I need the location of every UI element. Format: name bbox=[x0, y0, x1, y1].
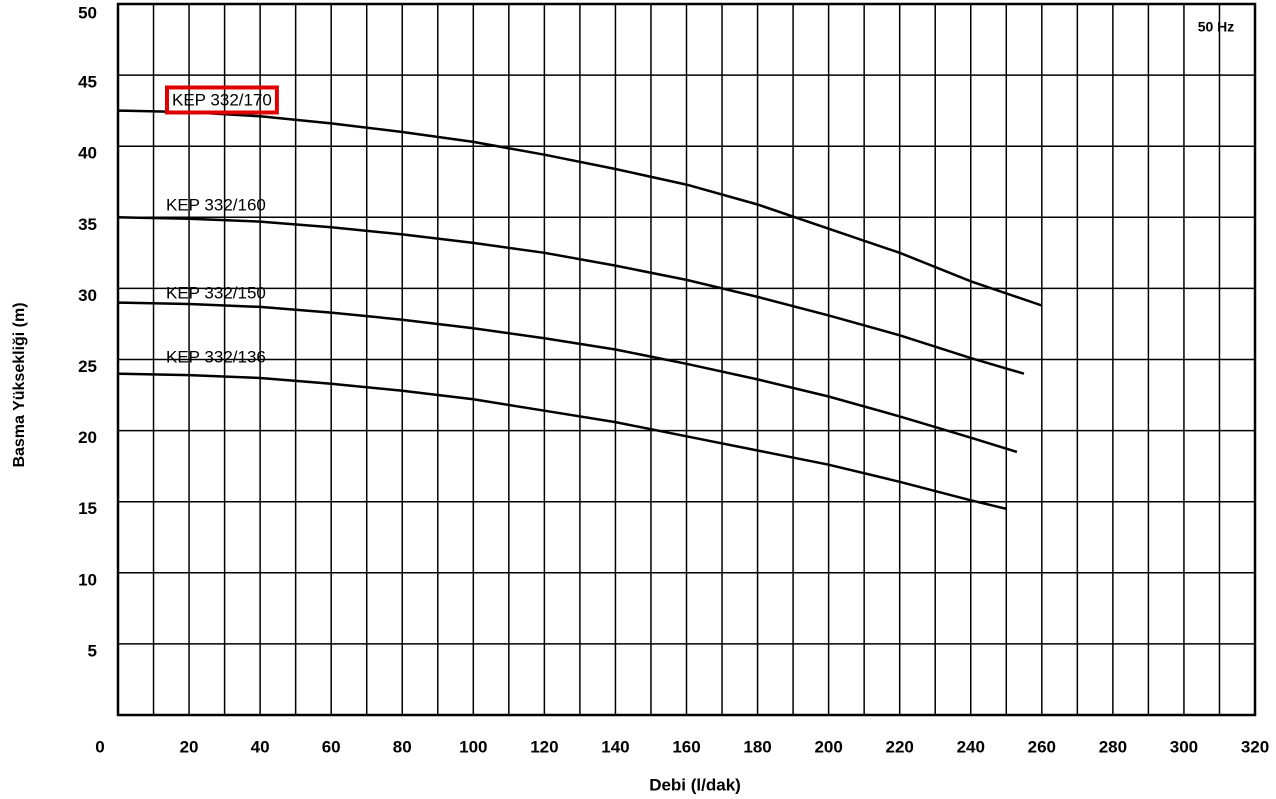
x-tick-label: 220 bbox=[886, 737, 914, 756]
y-tick-label: 10 bbox=[78, 570, 97, 589]
x-tick-label: 80 bbox=[393, 737, 412, 756]
y-tick-label: 40 bbox=[78, 144, 97, 163]
x-tick-label: 200 bbox=[814, 737, 842, 756]
curve bbox=[117, 109, 1043, 307]
curve bbox=[117, 372, 1007, 511]
y-tick-label: 5 bbox=[88, 641, 97, 660]
x-tick-label: 180 bbox=[743, 737, 771, 756]
x-tick-label: 20 bbox=[180, 737, 199, 756]
x-tick-label: 40 bbox=[251, 737, 270, 756]
x-tick-label: 120 bbox=[530, 737, 558, 756]
y-tick-label: 50 bbox=[78, 3, 97, 22]
y-tick-label: 20 bbox=[78, 428, 97, 447]
plot-frame bbox=[116, 2, 1257, 717]
x-tick-label: 280 bbox=[1099, 737, 1127, 756]
series-label: KEP 332/160 bbox=[166, 195, 266, 214]
frequency-note: 50 Hz bbox=[1198, 19, 1235, 35]
x-tick-label: 160 bbox=[672, 737, 700, 756]
x-tick-label: 60 bbox=[322, 737, 341, 756]
curve bbox=[117, 301, 1018, 454]
x-tick-label: 320 bbox=[1241, 737, 1269, 756]
y-tick-label: 35 bbox=[78, 215, 97, 234]
x-tick-label: 300 bbox=[1170, 737, 1198, 756]
curve bbox=[117, 216, 1025, 375]
highlight-box bbox=[165, 85, 279, 115]
x-tick-label: 0 bbox=[95, 737, 104, 756]
y-tick-label: 45 bbox=[78, 73, 97, 92]
x-tick-label: 240 bbox=[957, 737, 985, 756]
y-axis-label: Basma Yüksekliği (m) bbox=[11, 302, 28, 467]
y-tick-label: 15 bbox=[78, 499, 97, 518]
y-tick-label: 30 bbox=[78, 286, 97, 305]
x-axis-label: Debi (l/dak) bbox=[649, 775, 741, 794]
series-label: KEP 332/150 bbox=[166, 283, 266, 302]
x-tick-label: 260 bbox=[1028, 737, 1056, 756]
y-tick-label: 25 bbox=[78, 357, 97, 376]
x-tick-label: 100 bbox=[459, 737, 487, 756]
series-label: KEP 332/170 bbox=[172, 90, 272, 109]
x-tick-label: 140 bbox=[601, 737, 629, 756]
series-label: KEP 332/136 bbox=[166, 347, 266, 366]
